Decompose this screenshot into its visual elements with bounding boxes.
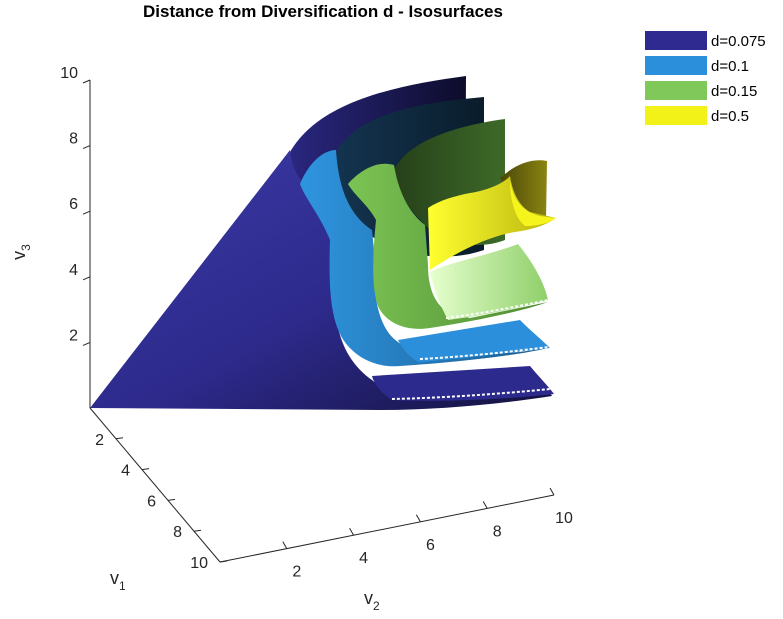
legend-label: d=0.075 bbox=[711, 33, 766, 50]
z-tick-label: 10 bbox=[60, 65, 78, 82]
x-tick-label: 4 bbox=[121, 463, 130, 480]
y-tick-label: 8 bbox=[493, 523, 502, 540]
z-tick-label: 2 bbox=[69, 327, 78, 344]
z-tick-mark bbox=[82, 341, 91, 346]
z-tick-mark bbox=[82, 79, 91, 84]
x-tick-mark bbox=[115, 437, 124, 440]
y-tick-mark bbox=[282, 541, 288, 549]
legend-label: d=0.15 bbox=[711, 83, 757, 100]
legend-swatch bbox=[645, 106, 707, 125]
z-tick-mark bbox=[82, 276, 91, 281]
x-tick-mark bbox=[219, 560, 228, 563]
chart-title: Distance from Diversification d - Isosur… bbox=[143, 2, 503, 21]
x-tick-label: 8 bbox=[173, 524, 182, 541]
y-tick-label: 2 bbox=[292, 564, 301, 581]
x-tick-label: 6 bbox=[147, 493, 156, 510]
axes bbox=[89, 80, 555, 563]
y-tick-label: 4 bbox=[359, 550, 368, 567]
legend-swatch bbox=[645, 81, 707, 100]
y-axis-label: v2 bbox=[364, 588, 380, 613]
x-tick-mark bbox=[193, 529, 202, 532]
y-tick-mark bbox=[549, 487, 555, 496]
x-tick-label: 10 bbox=[190, 555, 208, 572]
z-tick-label: 6 bbox=[69, 196, 78, 213]
z-axis-label: v3 bbox=[9, 244, 33, 260]
y-tick-mark bbox=[415, 514, 421, 523]
y-tick-mark bbox=[349, 527, 355, 536]
z-tick-label: 4 bbox=[69, 262, 78, 279]
x-tick-label: 2 bbox=[95, 432, 104, 449]
z-tick-mark bbox=[82, 145, 91, 150]
tick-marks bbox=[82, 79, 555, 563]
z-tick-label: 8 bbox=[69, 131, 78, 148]
legend-label: d=0.1 bbox=[711, 58, 749, 75]
legend: d=0.075 d=0.1 d=0.15 d=0.5 bbox=[640, 26, 776, 134]
x-tick-mark bbox=[141, 468, 150, 471]
y-tick-label: 6 bbox=[426, 537, 435, 554]
legend-swatch bbox=[645, 31, 707, 50]
y-tick-label: 10 bbox=[555, 510, 573, 527]
isosurface-d05 bbox=[428, 160, 556, 270]
x-tick-mark bbox=[167, 498, 176, 501]
x-axis-line bbox=[89, 407, 221, 563]
z-tick-mark bbox=[82, 210, 91, 215]
x-axis-label: v1 bbox=[110, 568, 126, 593]
y-axis-line bbox=[219, 494, 555, 563]
legend-label: d=0.5 bbox=[711, 108, 749, 125]
legend-swatch bbox=[645, 56, 707, 75]
y-tick-mark bbox=[482, 501, 488, 509]
